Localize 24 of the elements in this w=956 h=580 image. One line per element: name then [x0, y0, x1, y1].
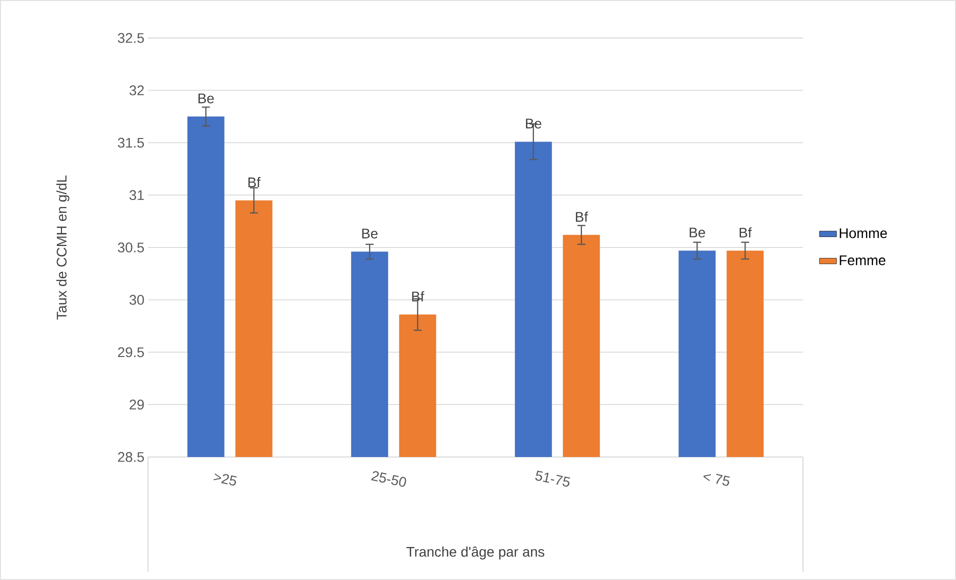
y-tick-label: 32 [130, 85, 144, 96]
y-tick-label: 30.5 [118, 242, 144, 252]
y-tick-label: 31.5 [118, 138, 144, 148]
y-tick-label: 29 [130, 400, 144, 410]
y-tick-label: 32.5 [118, 33, 144, 43]
data-label: Be [362, 228, 378, 238]
x-tick-label: >25 [214, 473, 237, 486]
y-axis-title: Taux de CCMH en g/dL [56, 175, 70, 320]
x-axis-title: Tranche d'âge par ans [406, 546, 544, 560]
data-label: Bf [740, 227, 752, 238]
data-label: Bf [576, 212, 588, 222]
legend-label: Femme [840, 255, 886, 266]
data-label: Bf [248, 177, 260, 188]
y-tick-label: 28.5 [118, 452, 144, 462]
data-label: Be [690, 228, 706, 238]
x-tick-label: 51-75 [535, 470, 570, 487]
y-tick-label: 31 [130, 190, 144, 200]
data-label: Be [526, 118, 542, 128]
data-label: Be [198, 94, 214, 104]
y-tick-label: 29.5 [118, 347, 144, 358]
y-tick-label: 30 [130, 294, 144, 305]
legend-label: Homme [840, 228, 887, 238]
x-tick-label: 25-50 [371, 471, 406, 487]
x-tick-label: < 75 [704, 474, 730, 486]
